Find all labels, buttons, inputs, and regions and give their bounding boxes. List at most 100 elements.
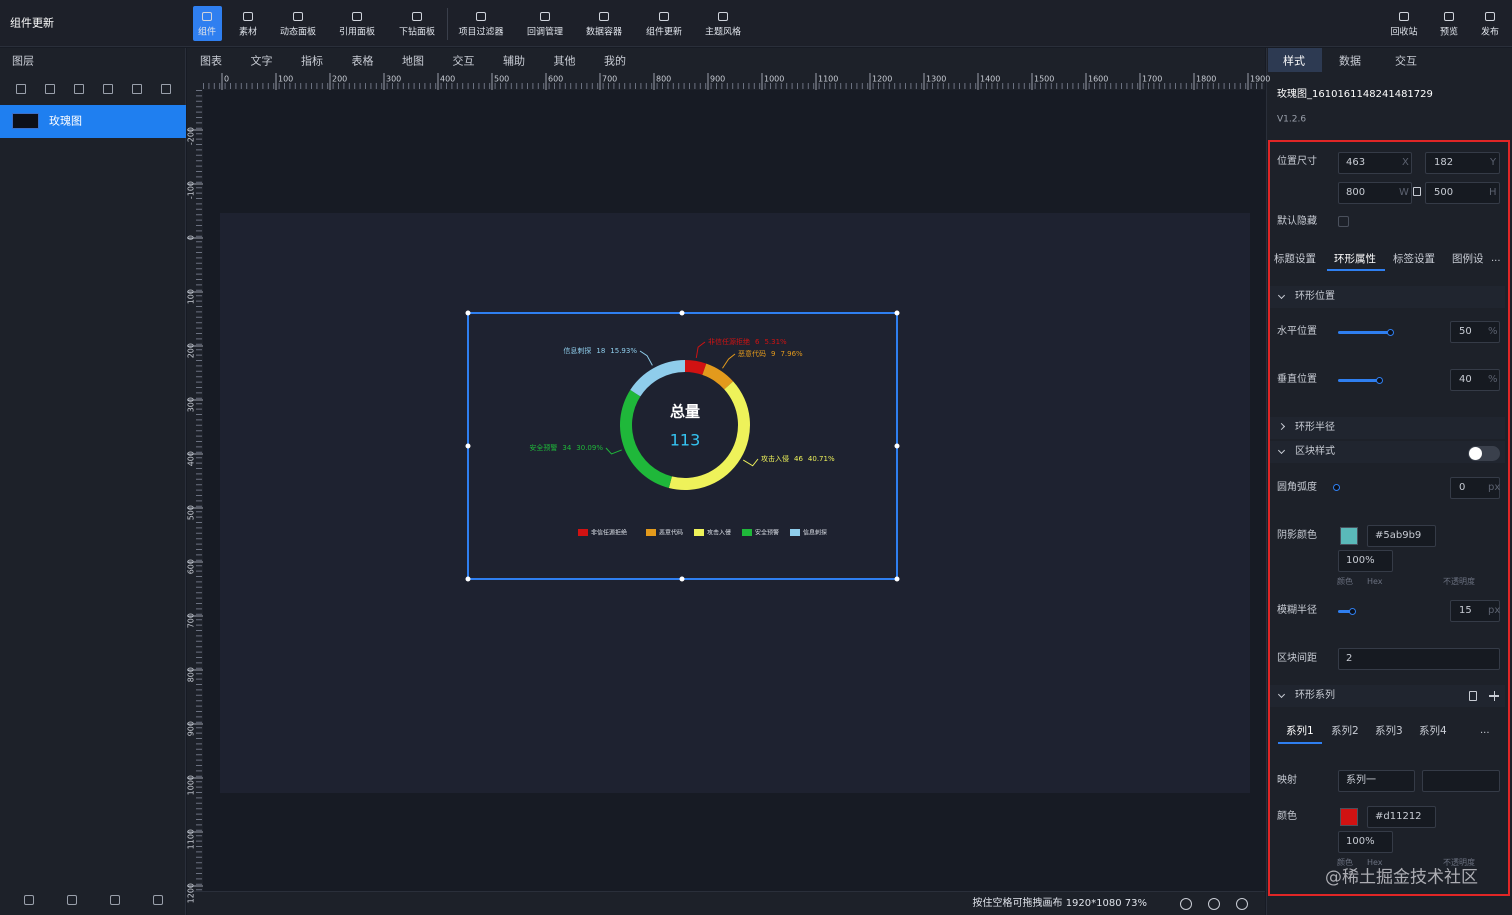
- slider-track[interactable]: [1338, 331, 1390, 334]
- component-tab[interactable]: 交互: [452, 54, 475, 68]
- resize-handle[interactable]: [679, 576, 685, 582]
- input-field[interactable]: [1425, 182, 1500, 204]
- series-tab[interactable]: 系列3: [1375, 724, 1403, 737]
- layer-tool[interactable]: [132, 84, 142, 94]
- resize-handle[interactable]: [894, 576, 900, 582]
- component-tab[interactable]: 文字: [250, 54, 273, 68]
- input-field[interactable]: [1367, 525, 1436, 547]
- layer-tool[interactable]: [161, 84, 171, 94]
- add-icon[interactable]: [1493, 691, 1495, 701]
- component-tab[interactable]: 表格: [351, 54, 374, 68]
- layer-tool[interactable]: [16, 84, 26, 94]
- tool-icon[interactable]: [293, 12, 303, 21]
- component-tab[interactable]: 图表: [200, 54, 222, 68]
- tool-icon[interactable]: [659, 12, 669, 21]
- slider-knob[interactable]: [1376, 377, 1383, 384]
- series-tab[interactable]: 系列2: [1331, 724, 1359, 737]
- layer-bottom-icon[interactable]: [153, 895, 163, 905]
- delete-icon[interactable]: [1469, 691, 1477, 701]
- back-title[interactable]: 组件更新: [10, 16, 54, 30]
- action-label[interactable]: 回收站: [1390, 27, 1418, 38]
- series-tab[interactable]: 系列1: [1286, 724, 1314, 737]
- tool-icon[interactable]: [476, 12, 486, 21]
- tool-label[interactable]: 素材: [238, 27, 258, 38]
- action-icon[interactable]: [1485, 12, 1495, 21]
- zoom-control[interactable]: [1236, 898, 1248, 910]
- component-tab[interactable]: 指标: [301, 54, 323, 68]
- resize-handle[interactable]: [894, 443, 900, 449]
- input-field[interactable]: [1450, 600, 1500, 622]
- slider-knob[interactable]: [1387, 329, 1394, 336]
- tool-icon[interactable]: [352, 12, 362, 21]
- tool-label[interactable]: 引用面板: [338, 27, 376, 38]
- input-field[interactable]: [1450, 477, 1500, 499]
- inspector-tab[interactable]: 交互: [1395, 54, 1417, 68]
- input-field[interactable]: [1338, 182, 1412, 204]
- section-header[interactable]: [1270, 441, 1505, 463]
- component-tab[interactable]: 辅助: [503, 54, 525, 68]
- tool-icon[interactable]: [540, 12, 550, 21]
- tool-icon[interactable]: [202, 12, 212, 21]
- tool-icon[interactable]: [412, 12, 422, 21]
- layer-name[interactable]: 玫瑰图: [49, 114, 82, 128]
- zoom-control[interactable]: [1180, 898, 1192, 910]
- layer-tool[interactable]: [45, 84, 55, 94]
- resize-handle[interactable]: [894, 310, 900, 316]
- component-tab[interactable]: 地图: [402, 54, 424, 68]
- sub-tab[interactable]: 图例设: [1452, 252, 1484, 265]
- action-label[interactable]: 预览: [1439, 27, 1459, 38]
- layer-tool[interactable]: [103, 84, 113, 94]
- inspector-tab[interactable]: 样式: [1283, 54, 1305, 68]
- section-header[interactable]: [1270, 286, 1505, 308]
- checkbox[interactable]: [1338, 216, 1349, 227]
- color-swatch[interactable]: [1340, 808, 1358, 826]
- sub-tab[interactable]: 标题设置: [1274, 252, 1316, 265]
- input-field[interactable]: [1422, 770, 1500, 792]
- input-field[interactable]: [1338, 648, 1500, 670]
- layer-bottom-icon[interactable]: [24, 895, 34, 905]
- layer-bottom-icon[interactable]: [110, 895, 120, 905]
- input-field[interactable]: [1338, 831, 1393, 853]
- tool-label[interactable]: 组件更新: [645, 27, 683, 38]
- lock-icon[interactable]: [1413, 187, 1421, 196]
- action-label[interactable]: 发布: [1480, 27, 1500, 38]
- resize-handle[interactable]: [465, 310, 471, 316]
- slider-track[interactable]: [1338, 379, 1379, 382]
- tool-label[interactable]: 动态面板: [279, 27, 317, 38]
- input-field[interactable]: [1338, 770, 1415, 792]
- resize-handle[interactable]: [679, 310, 685, 316]
- input-field[interactable]: [1367, 806, 1436, 828]
- input-field[interactable]: [1450, 369, 1500, 391]
- series-tab[interactable]: 系列4: [1419, 724, 1447, 737]
- color-swatch[interactable]: [1340, 527, 1358, 545]
- tool-label[interactable]: 下钻面板: [398, 27, 436, 38]
- section-header[interactable]: [1270, 417, 1505, 439]
- tool-label[interactable]: 数据容器: [585, 27, 623, 38]
- slider-track[interactable]: [1338, 610, 1352, 613]
- tool-label[interactable]: 主题风格: [704, 27, 742, 38]
- input-field[interactable]: [1425, 152, 1500, 174]
- input-field[interactable]: [1450, 321, 1500, 343]
- input-field[interactable]: [1338, 550, 1393, 572]
- tool-icon[interactable]: [599, 12, 609, 21]
- input-field[interactable]: [1338, 152, 1412, 174]
- action-icon[interactable]: [1444, 12, 1454, 21]
- tool-label[interactable]: 组件: [197, 27, 217, 38]
- resize-handle[interactable]: [465, 576, 471, 582]
- slider-knob[interactable]: [1333, 484, 1340, 491]
- zoom-control[interactable]: [1208, 898, 1220, 910]
- action-icon[interactable]: [1399, 12, 1409, 21]
- component-tab[interactable]: 其他: [553, 54, 576, 68]
- inspector-tab[interactable]: 数据: [1339, 54, 1361, 68]
- tool-icon[interactable]: [243, 12, 253, 21]
- sub-tab[interactable]: 环形属性: [1334, 252, 1376, 265]
- component-tab[interactable]: 我的: [604, 54, 626, 68]
- resize-handle[interactable]: [465, 443, 471, 449]
- layer-tool[interactable]: [74, 84, 84, 94]
- tool-icon[interactable]: [718, 12, 728, 21]
- section-header[interactable]: [1270, 685, 1505, 707]
- layer-bottom-icon[interactable]: [67, 895, 77, 905]
- slider-knob[interactable]: [1349, 608, 1356, 615]
- tool-label[interactable]: 回调管理: [526, 27, 564, 38]
- sub-tab[interactable]: 标签设置: [1393, 252, 1435, 265]
